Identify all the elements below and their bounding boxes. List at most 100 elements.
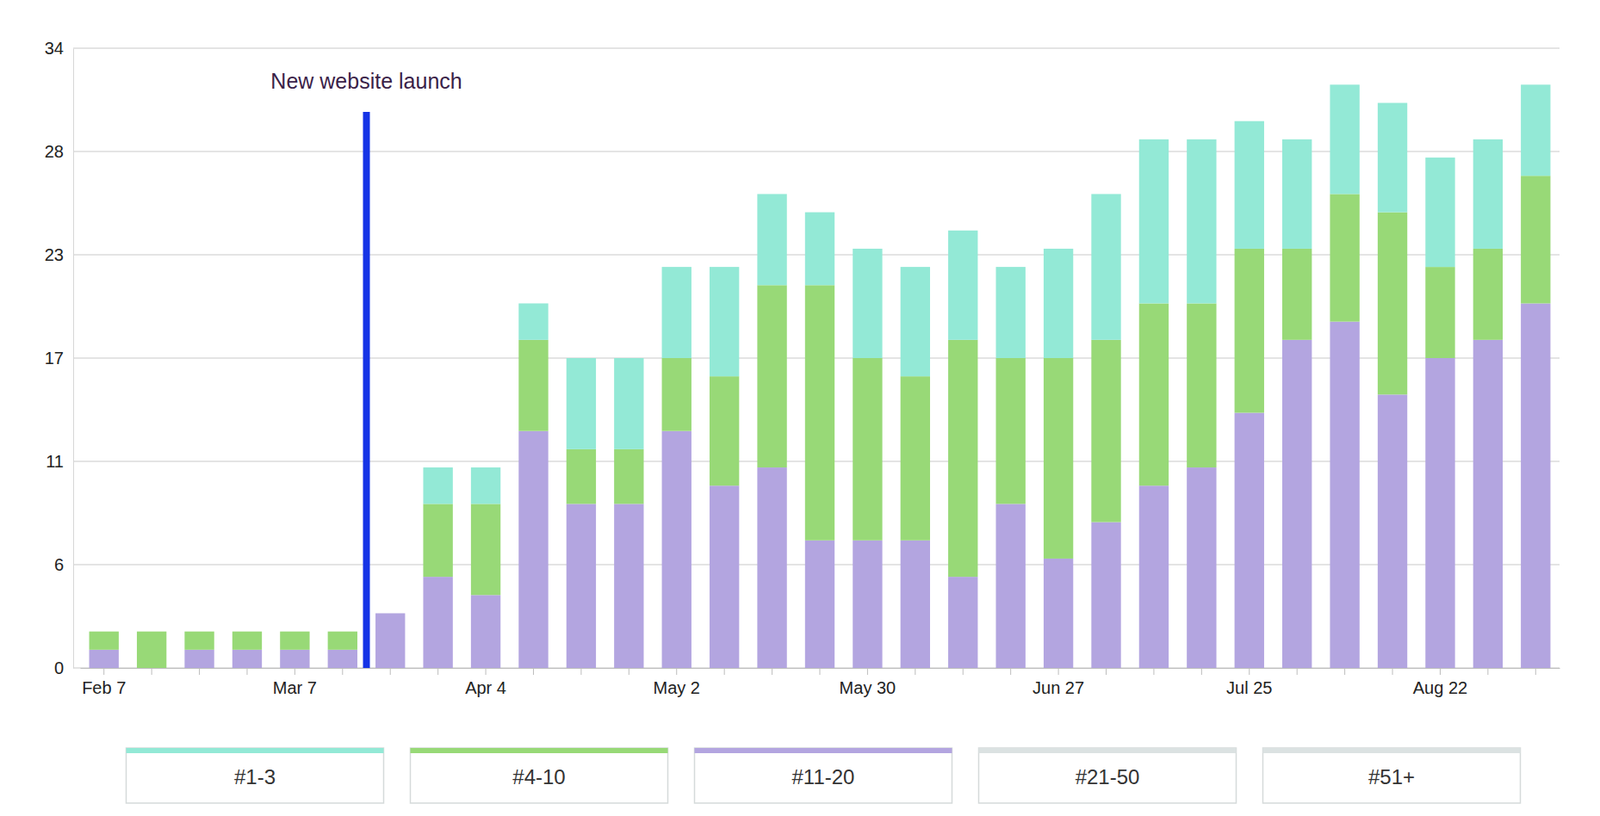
x-tick-mark [580,668,582,676]
bar [900,266,931,377]
bar [1520,175,1551,304]
x-tick-mark [246,668,248,676]
x-tick-mark [962,668,964,676]
bar [613,449,644,505]
legend-item: #21-50 [979,748,1237,804]
bar [1377,212,1408,396]
bar [1377,103,1408,213]
bar [709,376,739,486]
bar [1473,139,1503,249]
bar [995,358,1025,504]
bar [279,650,310,669]
x-axis: Feb 7 Mar 7 Apr 4 May 2 May 30 Jun 27 Jul 25 Au… [80,668,1561,698]
x-tick: May 30 [839,668,897,698]
x-tick-mark [341,668,343,676]
annotation-text: New website launch [270,68,462,94]
y-tick: 6 [54,555,74,575]
x-tick-mark [1058,668,1060,676]
x-tick [580,668,582,676]
bar [1139,139,1169,304]
x-tick-label: Jun 27 [1032,678,1085,698]
x-tick-mark [1153,668,1154,676]
bar [422,576,453,669]
legend-item: #51+ [1263,748,1521,804]
bar [89,632,119,651]
x-tick-mark [485,668,487,676]
y-tick-label: 28 [44,142,64,162]
bar [852,540,882,669]
legend-item: #11-20 [694,748,953,804]
x-tick [341,668,343,676]
bar [805,540,835,669]
bar [613,358,644,450]
x-tick [246,668,248,676]
x-tick-mark [390,668,391,676]
x-tick-mark [771,668,773,676]
bar [1282,340,1312,669]
x-tick [819,668,821,676]
bar [852,248,882,359]
y-tick: 11 [45,452,74,472]
bar [566,503,596,669]
bar [852,358,882,541]
x-tick-mark [628,668,630,676]
y-tick: 28 [44,142,74,162]
bar [662,431,692,669]
bar [1425,157,1455,267]
y-tick-label: 6 [54,555,64,575]
bar [756,467,787,669]
chart: 061117232834New website launchFeb 7Mar 7… [0,0,1600,816]
bar [184,632,214,651]
x-tick [437,668,439,676]
x-tick: Mar 7 [272,668,317,698]
legend-box [1263,748,1521,804]
x-tick-mark [1201,668,1203,676]
y-tick: 17 [44,348,74,368]
bar [184,650,214,669]
x-tick [1105,668,1107,676]
x-tick: May 2 [653,668,701,698]
bar [1186,139,1216,304]
x-tick [1153,668,1154,676]
x-tick-mark [1296,668,1298,676]
legend-label: #21-50 [1075,765,1141,789]
bar [279,632,310,651]
x-tick-label: Jul 25 [1226,678,1272,698]
x-tick [1344,668,1346,676]
x-tick-mark [151,668,153,676]
bar [709,485,739,669]
x-tick-label: Aug 22 [1413,678,1468,698]
y-tick-label: 23 [44,245,64,265]
x-tick: Feb 7 [81,668,126,698]
bar [471,595,501,669]
legend-label: #11-20 [792,765,856,789]
x-tick-mark [724,668,726,676]
x-tick: Apr 4 [465,668,507,698]
bar [518,431,548,669]
x-tick [724,668,726,676]
legend-label: #51+ [1368,765,1415,789]
x-tick-mark [533,668,534,676]
x-tick: Jul 25 [1226,668,1272,698]
bar-series [89,175,1551,669]
x-tick-mark [1439,668,1441,676]
bar [1425,266,1455,359]
bar-series [422,84,1551,504]
bar [1043,358,1073,559]
x-tick [151,668,153,676]
bar [1091,340,1121,523]
legend-label: #4-10 [512,765,565,789]
x-tick-mark [1535,668,1537,676]
x-tick-mark [294,668,296,676]
bar [1329,84,1359,194]
legend-swatch [410,748,669,754]
bar [279,631,310,633]
bar [756,285,787,468]
legend-box [979,748,1237,804]
bar [1091,193,1121,340]
y-tick: 34 [44,38,74,58]
y-tick-label: 17 [44,348,64,368]
bar [805,212,835,286]
bar [1329,193,1359,322]
bar [995,503,1025,669]
